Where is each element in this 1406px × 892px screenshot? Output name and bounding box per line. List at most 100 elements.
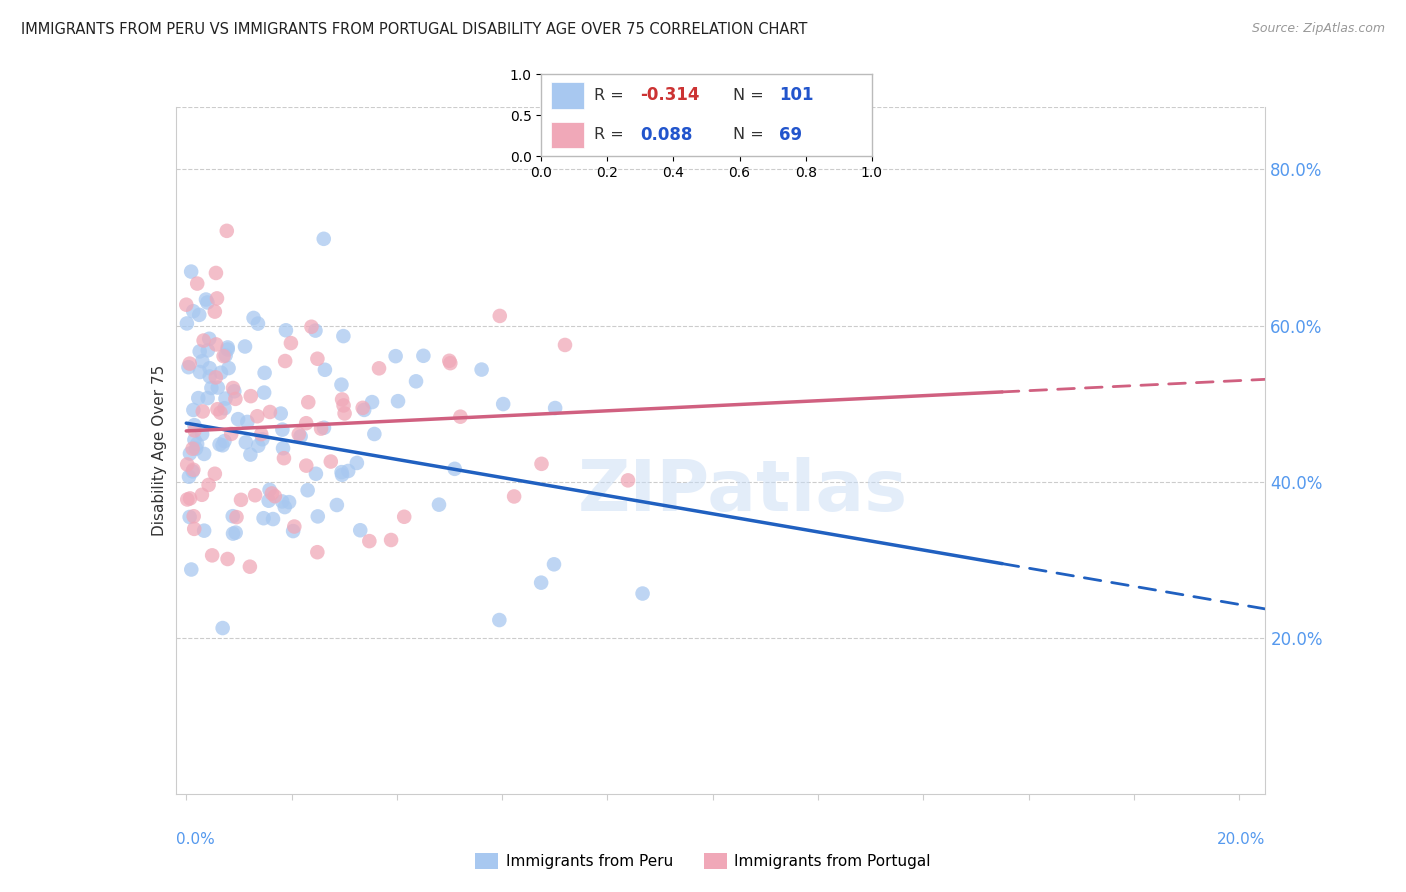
Point	[183, 433, 205, 447]
Point	[214, 392, 236, 406]
Point	[224, 392, 246, 406]
Point	[207, 380, 229, 394]
Point	[209, 366, 232, 380]
Point	[211, 438, 233, 452]
Point	[226, 412, 249, 426]
Point	[217, 343, 239, 357]
Point	[443, 462, 465, 476]
Point	[239, 559, 262, 574]
Point	[176, 492, 198, 507]
Point	[239, 389, 262, 403]
Point	[214, 434, 236, 449]
Point	[617, 474, 640, 488]
Point	[193, 524, 215, 538]
Point	[204, 370, 226, 384]
Point	[179, 510, 201, 524]
Point	[225, 510, 247, 524]
Point	[503, 490, 526, 504]
Point	[246, 409, 269, 424]
Point	[204, 467, 226, 481]
Point	[198, 369, 221, 384]
Point	[554, 338, 576, 352]
Point	[179, 446, 201, 460]
Point	[488, 309, 510, 323]
Point	[183, 463, 205, 477]
Point	[183, 403, 205, 417]
Point	[471, 362, 494, 376]
Point	[543, 558, 565, 572]
Point	[212, 349, 235, 363]
Point	[233, 339, 256, 353]
Point	[307, 509, 329, 524]
Point	[222, 526, 245, 541]
Point	[209, 406, 232, 420]
Point	[312, 421, 335, 435]
Point	[197, 295, 219, 310]
Point	[353, 403, 375, 417]
Point	[198, 361, 221, 376]
Point	[176, 458, 198, 472]
Text: -0.314: -0.314	[641, 87, 700, 104]
Point	[191, 354, 214, 368]
Text: N =: N =	[733, 88, 769, 103]
Y-axis label: Disability Age Over 75: Disability Age Over 75	[152, 365, 167, 536]
Point	[449, 409, 471, 424]
Point	[307, 545, 329, 559]
Point	[368, 361, 391, 376]
Point	[246, 317, 269, 331]
Point	[197, 391, 219, 405]
Point	[188, 308, 211, 322]
Point	[184, 442, 207, 456]
Point	[281, 524, 304, 538]
Point	[222, 381, 245, 395]
Point	[179, 491, 201, 506]
Point	[346, 456, 368, 470]
Point	[309, 422, 332, 436]
Point	[257, 493, 280, 508]
Point	[332, 329, 354, 343]
Text: R =: R =	[595, 88, 628, 103]
Point	[177, 360, 200, 375]
Point	[247, 439, 270, 453]
Point	[295, 458, 318, 473]
Point	[271, 442, 294, 456]
Point	[222, 509, 245, 524]
Text: 69: 69	[779, 126, 803, 144]
Point	[352, 401, 374, 415]
Point	[274, 500, 297, 514]
Point	[301, 319, 323, 334]
Point	[359, 534, 381, 549]
FancyBboxPatch shape	[551, 82, 585, 109]
Text: 0.0%: 0.0%	[176, 831, 215, 847]
Point	[243, 488, 266, 502]
Text: N =: N =	[733, 128, 769, 142]
Point	[349, 523, 371, 537]
Point	[405, 374, 427, 388]
Point	[253, 385, 276, 400]
Point	[188, 344, 211, 359]
Text: 20.0%: 20.0%	[1218, 831, 1265, 847]
Point	[290, 429, 312, 443]
Point	[307, 351, 329, 366]
Point	[207, 402, 229, 417]
Text: 0.088: 0.088	[641, 126, 693, 144]
Point	[208, 437, 231, 451]
Point	[439, 356, 461, 370]
Text: IMMIGRANTS FROM PERU VS IMMIGRANTS FROM PORTUGAL DISABILITY AGE OVER 75 CORRELAT: IMMIGRANTS FROM PERU VS IMMIGRANTS FROM …	[21, 22, 807, 37]
Point	[204, 304, 226, 318]
Point	[252, 432, 274, 446]
Point	[530, 575, 553, 590]
Point	[295, 416, 318, 430]
Point	[215, 224, 238, 238]
Point	[439, 353, 461, 368]
Point	[263, 489, 285, 503]
Point	[330, 465, 353, 479]
Point	[412, 349, 434, 363]
Point	[283, 519, 305, 533]
Legend: Immigrants from Peru, Immigrants from Portugal: Immigrants from Peru, Immigrants from Po…	[470, 847, 936, 875]
Point	[297, 395, 319, 409]
Point	[544, 401, 567, 415]
Point	[330, 392, 353, 407]
Point	[205, 337, 228, 351]
Point	[314, 363, 336, 377]
